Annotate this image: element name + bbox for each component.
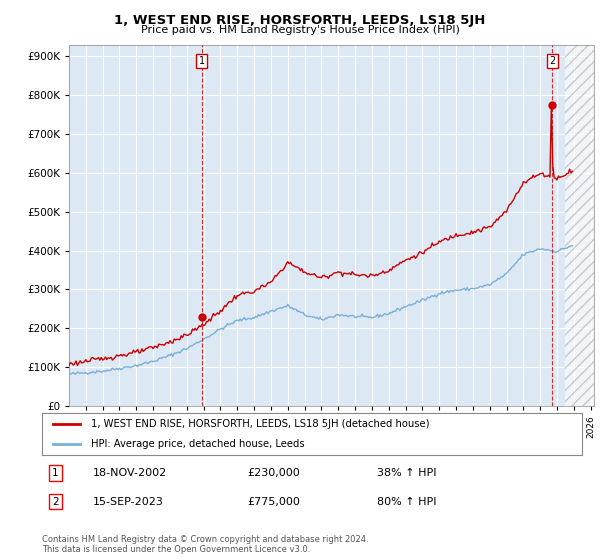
Text: Contains HM Land Registry data © Crown copyright and database right 2024.
This d: Contains HM Land Registry data © Crown c… (42, 535, 368, 554)
Text: 38% ↑ HPI: 38% ↑ HPI (377, 468, 436, 478)
Text: HPI: Average price, detached house, Leeds: HPI: Average price, detached house, Leed… (91, 439, 304, 449)
Text: 2: 2 (52, 497, 59, 507)
Text: 18-NOV-2002: 18-NOV-2002 (94, 468, 167, 478)
Text: 15-SEP-2023: 15-SEP-2023 (94, 497, 164, 507)
Text: 1: 1 (199, 56, 205, 66)
Text: £775,000: £775,000 (247, 497, 300, 507)
Text: 2: 2 (549, 56, 555, 66)
Text: Price paid vs. HM Land Registry's House Price Index (HPI): Price paid vs. HM Land Registry's House … (140, 25, 460, 35)
Text: 1, WEST END RISE, HORSFORTH, LEEDS, LS18 5JH (detached house): 1, WEST END RISE, HORSFORTH, LEEDS, LS18… (91, 419, 429, 428)
Text: 1, WEST END RISE, HORSFORTH, LEEDS, LS18 5JH: 1, WEST END RISE, HORSFORTH, LEEDS, LS18… (115, 14, 485, 27)
Text: 1: 1 (52, 468, 59, 478)
Text: 80% ↑ HPI: 80% ↑ HPI (377, 497, 436, 507)
Bar (565, 45, 594, 406)
Text: £230,000: £230,000 (247, 468, 300, 478)
